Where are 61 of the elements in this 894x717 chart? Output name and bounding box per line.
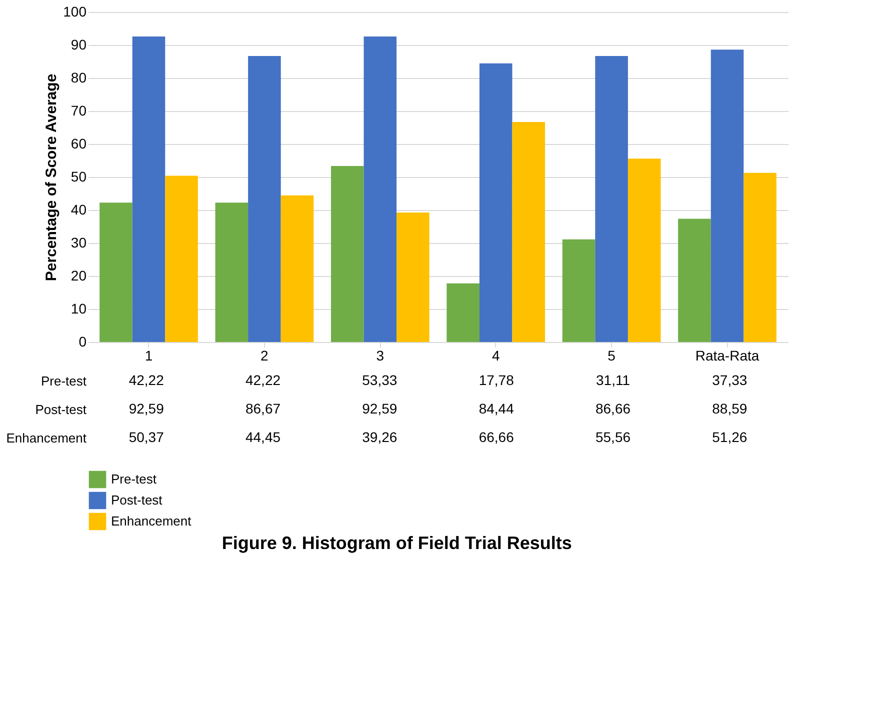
legend-label: Pre-test	[111, 472, 157, 486]
data-label: 84,44	[478, 400, 514, 416]
bar	[364, 36, 397, 342]
bar	[396, 212, 430, 342]
y-tick-label: 80	[70, 70, 87, 86]
data-label: 66,66	[478, 428, 514, 445]
data-label: 88,59	[712, 400, 748, 416]
bar	[446, 283, 480, 342]
data-label: 92,59	[128, 400, 164, 416]
bar	[595, 56, 628, 342]
x-tick-label: 3	[376, 348, 384, 364]
y-tick-label: 50	[70, 168, 87, 184]
y-axis-title: Percentage of Score Average	[43, 74, 60, 282]
x-tick-label: Rata-Rata	[695, 348, 760, 364]
text: Enhancement	[6, 430, 86, 446]
y-tick-label: 0	[78, 334, 87, 350]
x-tick-label: 1	[144, 348, 153, 364]
y-tick-label: 100	[63, 4, 87, 20]
data-label: 37,33	[712, 372, 748, 388]
data-label: 53,33	[362, 372, 398, 388]
data-label: 50,37	[128, 428, 164, 445]
bar	[132, 36, 166, 342]
y-tick-label: 90	[70, 36, 87, 52]
data-label: 17,78	[478, 372, 514, 388]
bar	[215, 202, 248, 342]
y-tick-label: 60	[70, 136, 87, 152]
y-tick-label: 70	[70, 102, 87, 118]
caption: Figure 9. Histogram of Field Trial Results	[222, 533, 572, 553]
y-tick-label: 10	[70, 300, 87, 316]
bar	[100, 202, 132, 342]
bar	[280, 195, 314, 342]
bar	[678, 218, 711, 342]
bar	[562, 239, 596, 342]
data-label: 86,66	[595, 400, 631, 416]
data-label: 92,59	[362, 400, 398, 416]
text: Post-test	[35, 402, 86, 417]
data-label: 42,22	[245, 372, 281, 388]
data-label: 86,67	[245, 400, 281, 416]
bar	[248, 56, 281, 342]
text: Pre-test	[40, 374, 86, 389]
data-label: 44,45	[245, 428, 281, 445]
bar	[479, 63, 512, 342]
data-label: 42,22	[128, 372, 164, 388]
data-label: 39,26	[362, 428, 398, 445]
x-tick-label: 4	[492, 348, 500, 364]
y-tick-label: 40	[70, 202, 87, 218]
bar	[165, 176, 198, 342]
data-label: 51,26	[712, 428, 748, 445]
bar	[330, 166, 364, 342]
x-tick-label: 2	[260, 348, 269, 364]
bar	[628, 158, 661, 342]
legend-label: Enhancement	[111, 514, 192, 528]
data-label: 31,11	[596, 372, 630, 388]
y-tick-label: 20	[70, 268, 87, 284]
data-label: 55,56	[595, 428, 631, 445]
bar	[710, 50, 744, 342]
legend-label: Post-test	[111, 492, 163, 508]
bar	[744, 172, 776, 342]
y-tick-label: 30	[70, 234, 87, 250]
bar	[512, 122, 546, 342]
x-tick-label: 5	[608, 348, 616, 364]
